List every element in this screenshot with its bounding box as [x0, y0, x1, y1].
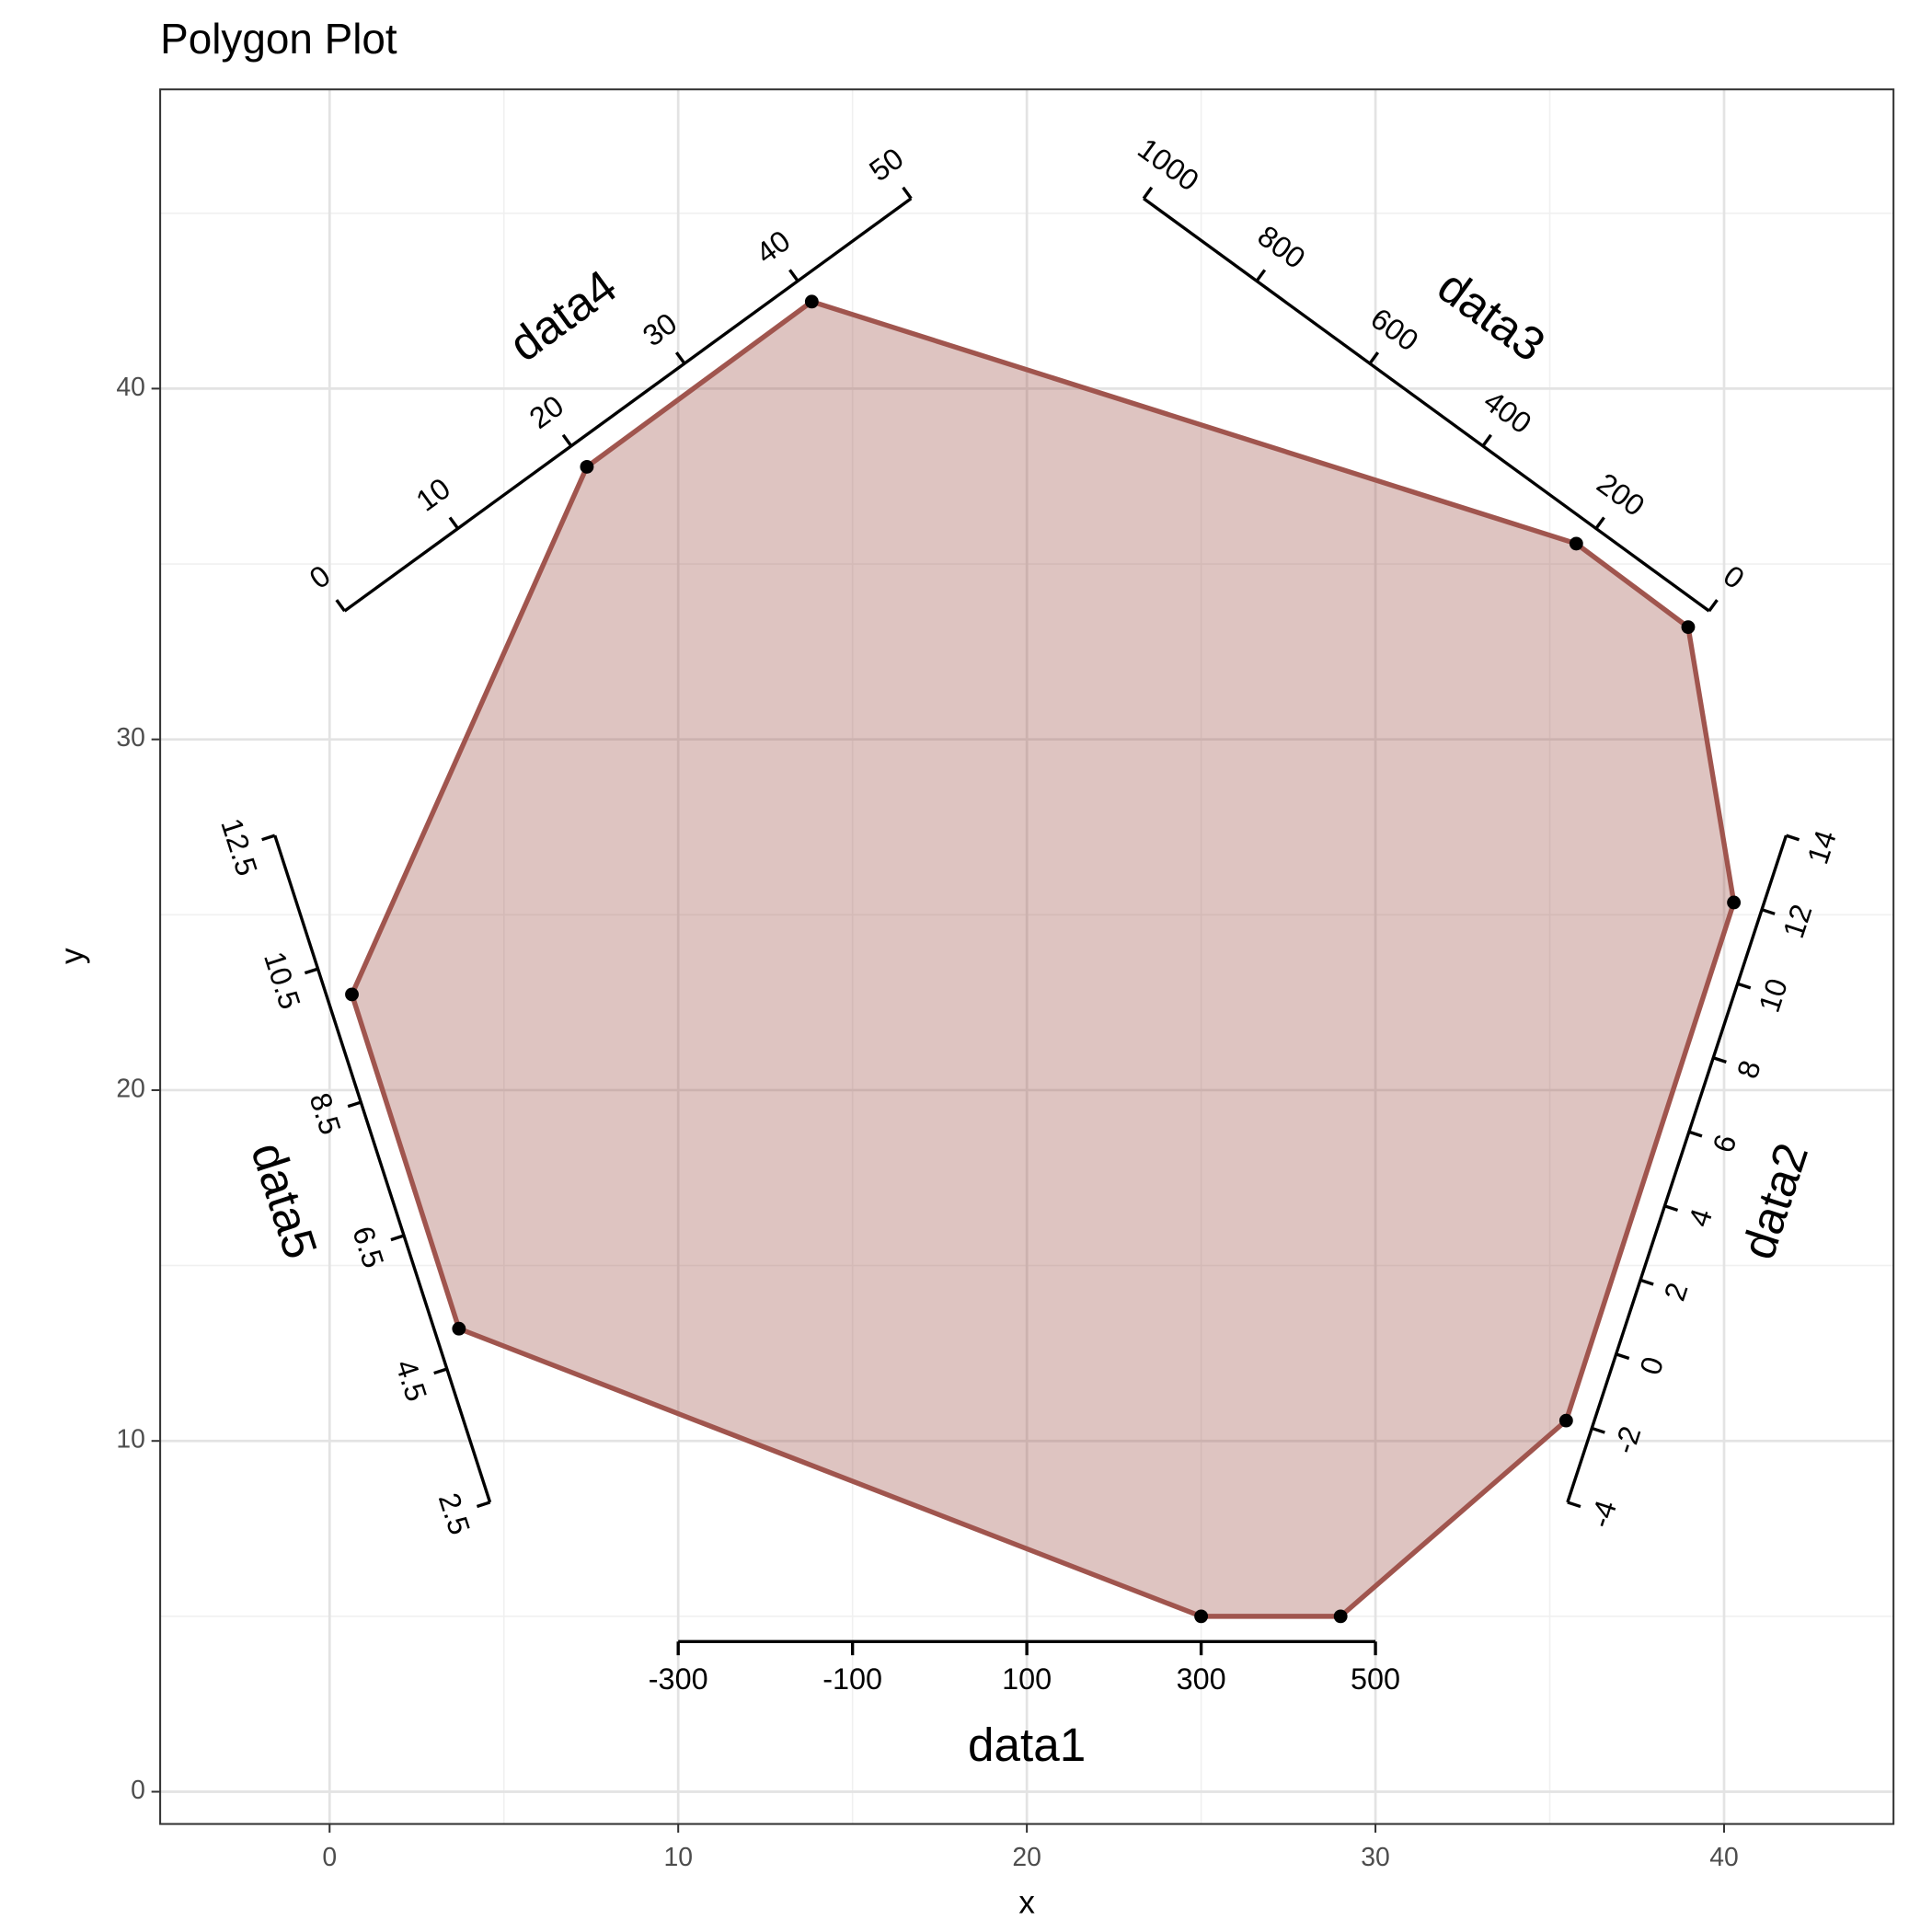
y-tick-label: 40: [116, 373, 145, 402]
axis-tick-mark: [1708, 599, 1719, 613]
axis-tick-label: 300: [1177, 1662, 1226, 1696]
axis-tick-mark: [1785, 834, 1800, 842]
axis-tick-label: -100: [822, 1662, 882, 1696]
plot-marks: [345, 294, 1742, 1624]
axis-tick-mark: [1639, 1278, 1654, 1286]
axis-tick-mark: [304, 967, 319, 975]
axis-line: [1143, 197, 1710, 613]
vertex-point: [804, 294, 819, 309]
axis-tick-mark: [1368, 351, 1380, 365]
x-tick-label: 10: [663, 1843, 693, 1872]
axis-tick-mark: [1663, 1204, 1679, 1213]
axis-tick-mark: [1761, 908, 1776, 915]
vertex-point: [1681, 620, 1696, 635]
chart-title: Polygon Plot: [160, 15, 397, 63]
axis-tick-mark: [1712, 1056, 1727, 1064]
axis-tick-mark: [1255, 269, 1267, 282]
axis-line: [1566, 834, 1788, 1503]
axis-tick-label: 500: [1351, 1662, 1400, 1696]
axis-tick-mark: [788, 269, 799, 282]
axis-tick-mark: [1688, 1130, 1703, 1138]
y-tick-label: 30: [116, 723, 145, 753]
y-axis-title: y: [54, 948, 90, 964]
axis-tick-mark: [1142, 186, 1154, 200]
axis-tick-mark: [476, 1501, 491, 1509]
axis-tick-mark: [1481, 433, 1492, 447]
vertex-point: [1333, 1609, 1348, 1624]
vertex-point: [580, 460, 594, 474]
axis-tick-mark: [335, 599, 346, 613]
axis-tick-mark: [261, 834, 276, 842]
axis-line: [273, 834, 492, 1503]
axis-tick-mark: [1567, 1501, 1581, 1509]
vertex-point: [1558, 1413, 1573, 1428]
axis-tick-mark: [674, 351, 686, 365]
axis-tick-mark: [1594, 516, 1605, 530]
x-tick-label: 0: [322, 1843, 337, 1872]
axis-title: data1: [968, 1719, 1086, 1771]
axis-tick-label: -300: [649, 1662, 708, 1696]
vertex-point: [345, 987, 359, 1002]
vertex-point: [1569, 536, 1583, 551]
axis-line: [343, 197, 913, 613]
y-tick-label: 10: [116, 1425, 145, 1455]
vertex-point: [1727, 895, 1742, 910]
vertex-point: [1194, 1609, 1209, 1624]
y-tick-label: 20: [116, 1074, 145, 1103]
x-tick-label: 30: [1361, 1843, 1390, 1872]
panel-border: [159, 88, 1895, 1825]
x-tick-label: 40: [1709, 1843, 1739, 1872]
axis-tick-mark: [448, 516, 460, 530]
x-axis-title: x: [1018, 1885, 1035, 1921]
axis-tick-mark: [1616, 1352, 1630, 1361]
axis-tick-mark: [561, 433, 573, 447]
y-tick-label: 0: [131, 1776, 145, 1805]
axis-tick-mark: [390, 1234, 405, 1242]
axis-tick-mark: [433, 1367, 448, 1375]
axis-tick-mark: [902, 186, 913, 200]
axis-tick-label: 100: [1002, 1662, 1052, 1696]
vertex-point: [452, 1321, 466, 1336]
grid: 0 10 20 30 40 0 10 20 30 40: [116, 89, 1894, 1872]
axis-tick-mark: [1737, 982, 1752, 990]
axis-tick-mark: [1591, 1426, 1605, 1434]
x-tick-label: 20: [1012, 1843, 1041, 1872]
axis-tick-mark: [347, 1100, 362, 1109]
